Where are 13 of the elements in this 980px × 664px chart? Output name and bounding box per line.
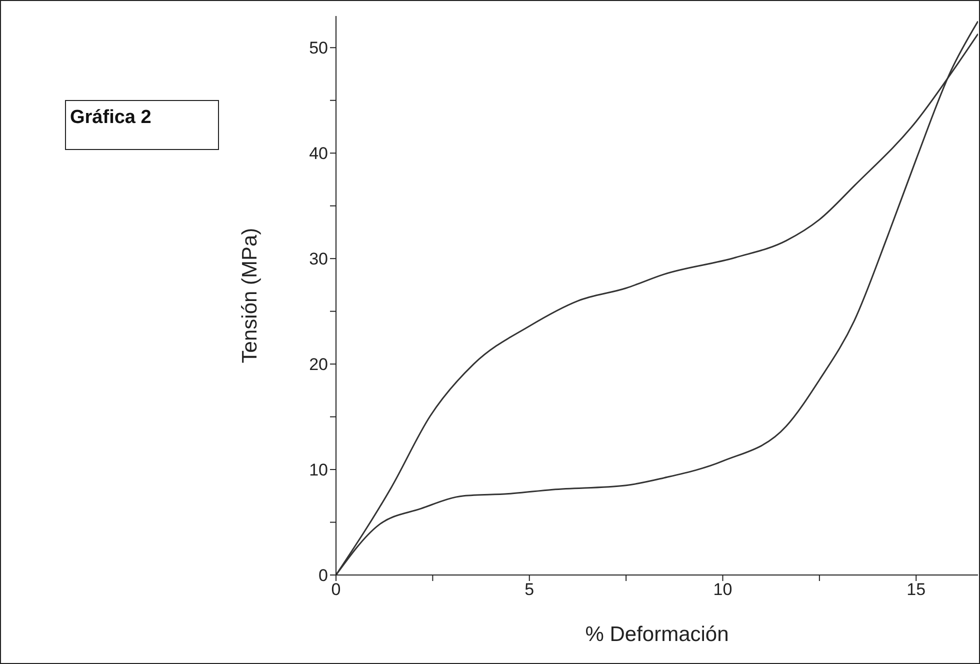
y-tick-label: 20 [309, 355, 328, 374]
y-tick-label: 10 [309, 460, 328, 480]
x-axis-title: % Deformación [585, 623, 729, 646]
y-tick-label: 50 [309, 38, 328, 58]
y-tick-label: 30 [309, 250, 328, 269]
x-tick-label: 5 [524, 580, 534, 600]
text: Gráfica 2 [65, 100, 219, 150]
y-tick-label: 40 [309, 144, 328, 164]
x-tick-label: 15 [906, 580, 926, 600]
x-tick-label: 0 [331, 580, 341, 600]
y-axis-title: Tensión (MPa) [238, 228, 262, 364]
x-tick-label: 10 [713, 580, 732, 600]
y-tick-label: 0 [318, 566, 328, 586]
